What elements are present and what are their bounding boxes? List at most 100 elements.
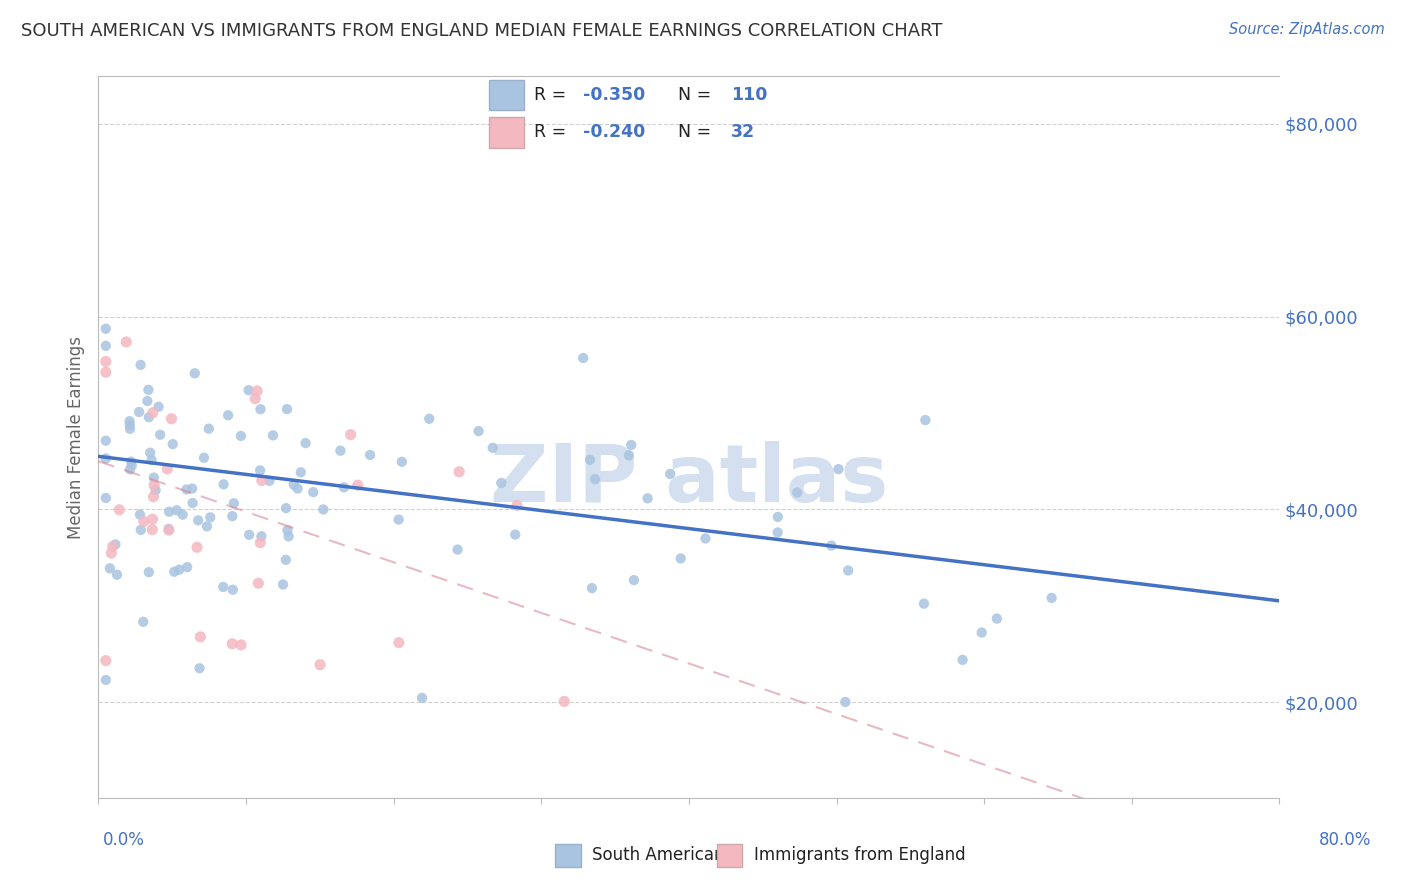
Point bbox=[766, 510, 789, 524]
Point bbox=[188, 630, 211, 644]
Point bbox=[229, 638, 252, 652]
Point bbox=[329, 443, 352, 458]
Point bbox=[104, 537, 127, 551]
Text: N =: N = bbox=[678, 87, 711, 104]
Point bbox=[467, 424, 489, 438]
Point bbox=[290, 465, 312, 479]
Point bbox=[94, 654, 117, 668]
Point bbox=[156, 462, 179, 476]
Point bbox=[141, 512, 163, 526]
Point bbox=[359, 448, 381, 462]
Point bbox=[952, 653, 974, 667]
Point bbox=[212, 477, 235, 491]
Point bbox=[581, 581, 603, 595]
Bar bbox=[489, 80, 524, 111]
Point bbox=[481, 441, 503, 455]
Point bbox=[141, 453, 163, 467]
Point bbox=[695, 532, 717, 546]
Text: 32: 32 bbox=[731, 123, 755, 141]
Point bbox=[249, 463, 271, 477]
Point bbox=[449, 465, 471, 479]
Point bbox=[162, 437, 184, 451]
Point bbox=[129, 358, 152, 372]
Text: Immigrants from England: Immigrants from England bbox=[754, 847, 966, 864]
Text: N =: N = bbox=[678, 123, 711, 141]
Point bbox=[128, 405, 150, 419]
Point bbox=[221, 637, 243, 651]
Point bbox=[834, 695, 856, 709]
Point bbox=[827, 462, 849, 476]
Point bbox=[970, 625, 993, 640]
Point bbox=[187, 513, 209, 527]
Point bbox=[94, 451, 117, 466]
Point bbox=[912, 597, 935, 611]
Point bbox=[986, 611, 1008, 625]
Point bbox=[283, 477, 305, 491]
Point bbox=[118, 417, 141, 432]
Point bbox=[1040, 591, 1063, 605]
Point bbox=[766, 525, 789, 540]
Point bbox=[94, 491, 117, 505]
Point bbox=[184, 367, 207, 381]
Point bbox=[247, 576, 270, 591]
Point bbox=[277, 529, 299, 543]
Point bbox=[302, 485, 325, 500]
Point bbox=[249, 535, 271, 549]
Point bbox=[200, 510, 222, 524]
Point bbox=[98, 561, 121, 575]
Point bbox=[141, 523, 163, 537]
Point bbox=[388, 635, 411, 649]
Point bbox=[176, 560, 198, 574]
Point bbox=[148, 400, 170, 414]
Point bbox=[105, 567, 128, 582]
Point bbox=[138, 565, 160, 579]
Bar bbox=[489, 117, 524, 147]
Point bbox=[506, 498, 529, 512]
Text: R =: R = bbox=[534, 123, 567, 141]
Text: 0.0%: 0.0% bbox=[103, 831, 145, 849]
Point bbox=[101, 540, 124, 554]
Point bbox=[346, 478, 368, 492]
Point bbox=[259, 474, 281, 488]
Point bbox=[491, 475, 513, 490]
Point bbox=[250, 529, 273, 543]
Point bbox=[181, 482, 204, 496]
Text: ZIP atlas: ZIP atlas bbox=[489, 442, 889, 519]
Point bbox=[160, 411, 183, 425]
Point bbox=[312, 502, 335, 516]
Point bbox=[94, 339, 117, 353]
Point bbox=[186, 541, 208, 555]
Point bbox=[271, 577, 294, 591]
Text: -0.350: -0.350 bbox=[583, 87, 645, 104]
Point bbox=[617, 448, 640, 462]
Point bbox=[217, 409, 239, 423]
Point bbox=[120, 454, 142, 468]
Point bbox=[115, 334, 138, 349]
Point bbox=[129, 508, 152, 522]
Point bbox=[118, 422, 141, 436]
Point bbox=[197, 422, 219, 436]
Point bbox=[172, 508, 194, 522]
Point bbox=[129, 523, 152, 537]
Point bbox=[659, 467, 682, 481]
Point bbox=[572, 351, 595, 365]
Point bbox=[391, 455, 413, 469]
Y-axis label: Median Female Earnings: Median Female Earnings bbox=[66, 335, 84, 539]
Point bbox=[167, 563, 190, 577]
Point bbox=[142, 470, 165, 484]
Text: -0.240: -0.240 bbox=[583, 123, 645, 141]
Point bbox=[276, 402, 298, 417]
Point bbox=[262, 428, 284, 442]
Point bbox=[157, 523, 180, 537]
Point bbox=[157, 522, 180, 536]
Point bbox=[637, 491, 659, 506]
Point bbox=[121, 458, 143, 473]
Point bbox=[163, 565, 186, 579]
Point bbox=[94, 354, 117, 368]
Point bbox=[250, 474, 273, 488]
Point bbox=[138, 410, 160, 425]
Point bbox=[108, 502, 131, 516]
Point bbox=[94, 365, 117, 379]
Point bbox=[553, 694, 575, 708]
Point bbox=[388, 512, 411, 526]
